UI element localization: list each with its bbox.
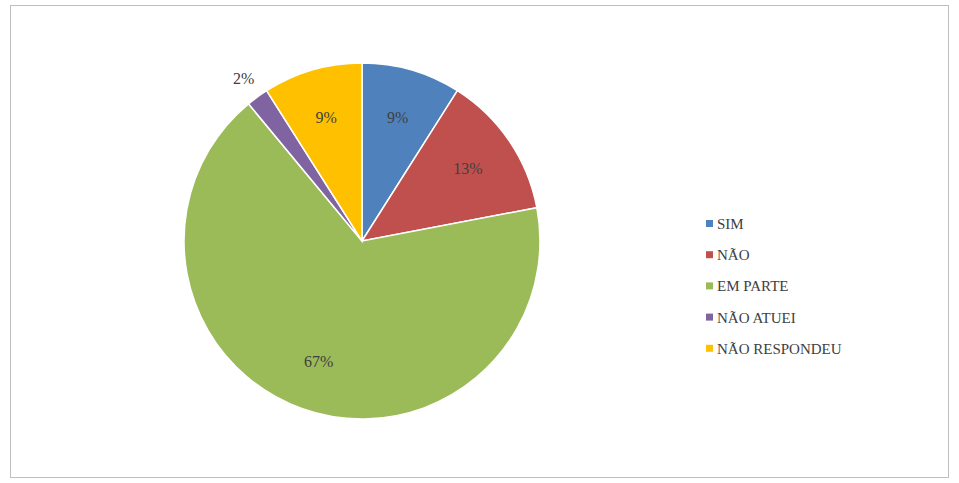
pie xyxy=(184,63,540,419)
data-labels: 9% 13% 67% 2% 9% xyxy=(233,70,483,370)
legend-label: EM PARTE xyxy=(717,278,788,294)
legend-item: EM PARTE xyxy=(706,278,788,294)
legend-item: NÃO ATUEI xyxy=(706,310,796,326)
data-label: 13% xyxy=(453,160,482,177)
legend-label: NÃO RESPONDEU xyxy=(717,341,842,357)
legend-swatch xyxy=(706,220,713,227)
legend-item: SIM xyxy=(706,216,744,232)
frame xyxy=(11,6,949,478)
legend-label: NÃO xyxy=(717,247,750,263)
data-label: 9% xyxy=(316,109,337,126)
legend-swatch xyxy=(706,314,713,321)
legend: SIM NÃO EM PARTE NÃO ATUEI NÃO RESPONDEU xyxy=(706,216,842,357)
data-label: 67% xyxy=(304,353,333,370)
legend-swatch xyxy=(706,251,713,258)
legend-item: NÃO xyxy=(706,247,750,263)
legend-label: SIM xyxy=(717,216,744,232)
data-label: 9% xyxy=(387,109,408,126)
data-label: 2% xyxy=(233,70,254,87)
legend-item: NÃO RESPONDEU xyxy=(706,341,842,357)
legend-swatch xyxy=(706,345,713,352)
legend-label: NÃO ATUEI xyxy=(717,310,796,326)
pie-slice xyxy=(267,63,362,241)
legend-swatch xyxy=(706,282,713,289)
chart: 9% 13% 67% 2% 9% SIM NÃO EM PARTE NÃO ATUEI NÃO R… xyxy=(0,0,959,483)
